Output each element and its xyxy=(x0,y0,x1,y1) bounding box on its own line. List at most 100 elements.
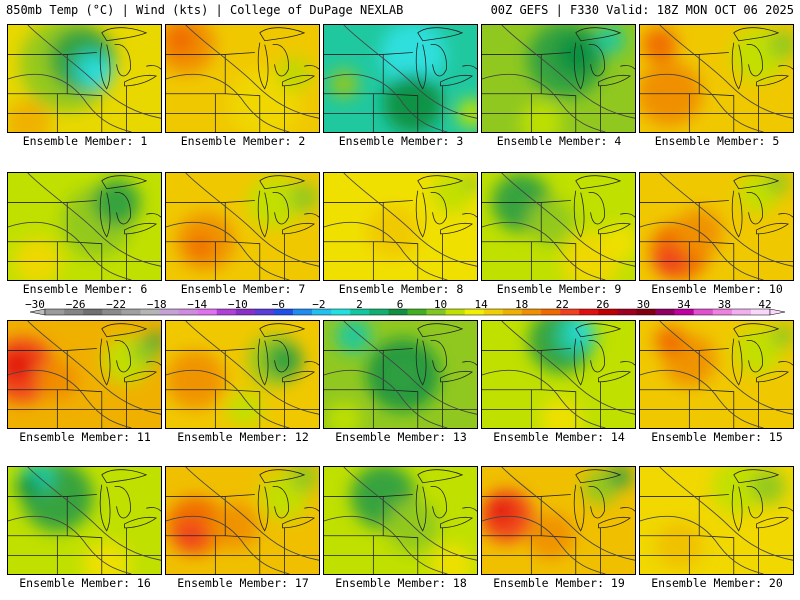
colorbar-swatch xyxy=(159,309,179,315)
run-valid-time: 00Z GEFS | F330 Valid: 18Z MON OCT 06 20… xyxy=(490,3,794,17)
colorbar-tick-label: 18 xyxy=(515,298,529,311)
member-map-1 xyxy=(7,24,162,133)
colorbar-swatch xyxy=(216,309,237,315)
member-label: Ensemble Member: 6 xyxy=(22,282,148,296)
member-label: Ensemble Member: 18 xyxy=(335,576,467,590)
colorbar-swatch xyxy=(388,309,408,315)
colorbar-swatch xyxy=(178,309,198,315)
member-label: Ensemble Member: 13 xyxy=(335,430,467,444)
member-map-20 xyxy=(639,466,794,575)
member-map-19 xyxy=(481,466,636,575)
colorbar-swatch xyxy=(312,309,332,315)
colorbar-swatch xyxy=(655,309,675,315)
colorbar-tick-label: 2 xyxy=(356,298,363,311)
colorbar-swatch xyxy=(579,309,599,315)
member-label: Ensemble Member: 14 xyxy=(493,430,625,444)
colorbar-swatch xyxy=(350,309,370,315)
colorbar-swatch xyxy=(674,309,694,315)
colorbar-tick-label: −6 xyxy=(271,298,285,311)
member-map-3 xyxy=(323,24,478,133)
member-label: Ensemble Member: 15 xyxy=(651,430,783,444)
colorbar-swatch xyxy=(83,309,103,315)
colorbar-swatch xyxy=(45,309,65,315)
member-map-8 xyxy=(323,172,478,281)
colorbar-tick-label: 38 xyxy=(717,298,732,311)
member-label: Ensemble Member: 11 xyxy=(19,430,151,444)
colorbar-swatch xyxy=(331,309,351,315)
member-map-5 xyxy=(639,24,794,133)
colorbar-tick-label: 34 xyxy=(677,298,691,311)
member-label: Ensemble Member: 5 xyxy=(654,134,780,148)
colorbar-swatch xyxy=(464,309,485,315)
member-map-4 xyxy=(481,24,636,133)
member-map-12 xyxy=(165,320,320,429)
colorbar-tick-label: −10 xyxy=(227,298,248,311)
colorbar-tick-label: 30 xyxy=(636,298,650,311)
colorbar-swatch xyxy=(293,309,313,315)
colorbar-tick-label: −30 xyxy=(25,298,45,311)
colorbar-swatch xyxy=(197,309,218,315)
member-label: Ensemble Member: 12 xyxy=(177,430,309,444)
colorbar-swatch xyxy=(483,309,504,315)
member-map-9 xyxy=(481,172,636,281)
member-map-18 xyxy=(323,466,478,575)
member-map-11 xyxy=(7,320,162,429)
member-label: Ensemble Member: 16 xyxy=(19,576,151,590)
member-label: Ensemble Member: 9 xyxy=(496,282,622,296)
colorbar-tick-label: −22 xyxy=(106,298,127,311)
member-label: Ensemble Member: 20 xyxy=(651,576,783,590)
member-map-6 xyxy=(7,172,162,281)
colorbar-swatch xyxy=(140,309,160,315)
colorbar-tick-label: −2 xyxy=(312,298,326,311)
map-title: 850mb Temp (°C) | Wind (kts) | College o… xyxy=(6,3,404,17)
colorbar-swatch xyxy=(560,309,580,315)
colorbar-swatch xyxy=(121,309,141,315)
colorbar-swatch xyxy=(64,309,84,315)
colorbar-swatch xyxy=(693,309,714,315)
colorbar-swatch xyxy=(273,309,294,315)
member-label: Ensemble Member: 10 xyxy=(651,282,783,296)
colorbar-swatch xyxy=(407,309,427,315)
member-map-10 xyxy=(639,172,794,281)
colorbar-swatch xyxy=(426,309,446,315)
colorbar-tick-label: −26 xyxy=(65,298,86,311)
colorbar-swatch xyxy=(541,309,561,315)
colorbar-swatch xyxy=(445,309,466,315)
colorbar-tick-label: 42 xyxy=(758,298,772,311)
colorbar-swatch xyxy=(598,309,618,315)
colorbar-tick-label: 6 xyxy=(396,298,404,311)
member-label: Ensemble Member: 3 xyxy=(338,134,464,148)
colorbar-swatch xyxy=(731,309,752,315)
colorbar-tick-label: −14 xyxy=(187,298,208,311)
member-label: Ensemble Member: 1 xyxy=(22,134,148,148)
member-label: Ensemble Member: 17 xyxy=(177,576,309,590)
member-map-14 xyxy=(481,320,636,429)
member-label: Ensemble Member: 8 xyxy=(338,282,464,296)
member-map-7 xyxy=(165,172,320,281)
member-label: Ensemble Member: 7 xyxy=(180,282,306,296)
colorbar-tick-label: 14 xyxy=(474,298,488,311)
colorbar-swatch xyxy=(235,309,256,315)
member-map-15 xyxy=(639,320,794,429)
member-label: Ensemble Member: 4 xyxy=(496,134,622,148)
colorbar-tick-label: −18 xyxy=(146,298,167,311)
colorbar-swatch xyxy=(636,309,656,315)
colorbar-swatch xyxy=(750,309,771,315)
colorbar-swatch xyxy=(712,309,733,315)
colorbar-swatch xyxy=(617,309,637,315)
member-label: Ensemble Member: 2 xyxy=(180,134,306,148)
colorbar-swatch xyxy=(502,309,523,315)
colorbar-swatch xyxy=(254,309,275,315)
colorbar-tick-label: 10 xyxy=(433,298,448,311)
member-map-2 xyxy=(165,24,320,133)
member-map-17 xyxy=(165,466,320,575)
colorbar-swatch xyxy=(102,309,122,315)
colorbar-swatch xyxy=(369,309,389,315)
member-label: Ensemble Member: 19 xyxy=(493,576,625,590)
colorbar-tick-label: 22 xyxy=(555,298,569,311)
member-map-13 xyxy=(323,320,478,429)
temperature-colorbar xyxy=(29,308,786,316)
colorbar-swatch xyxy=(521,309,542,315)
colorbar-tick-label: 26 xyxy=(596,298,610,311)
member-map-16 xyxy=(7,466,162,575)
